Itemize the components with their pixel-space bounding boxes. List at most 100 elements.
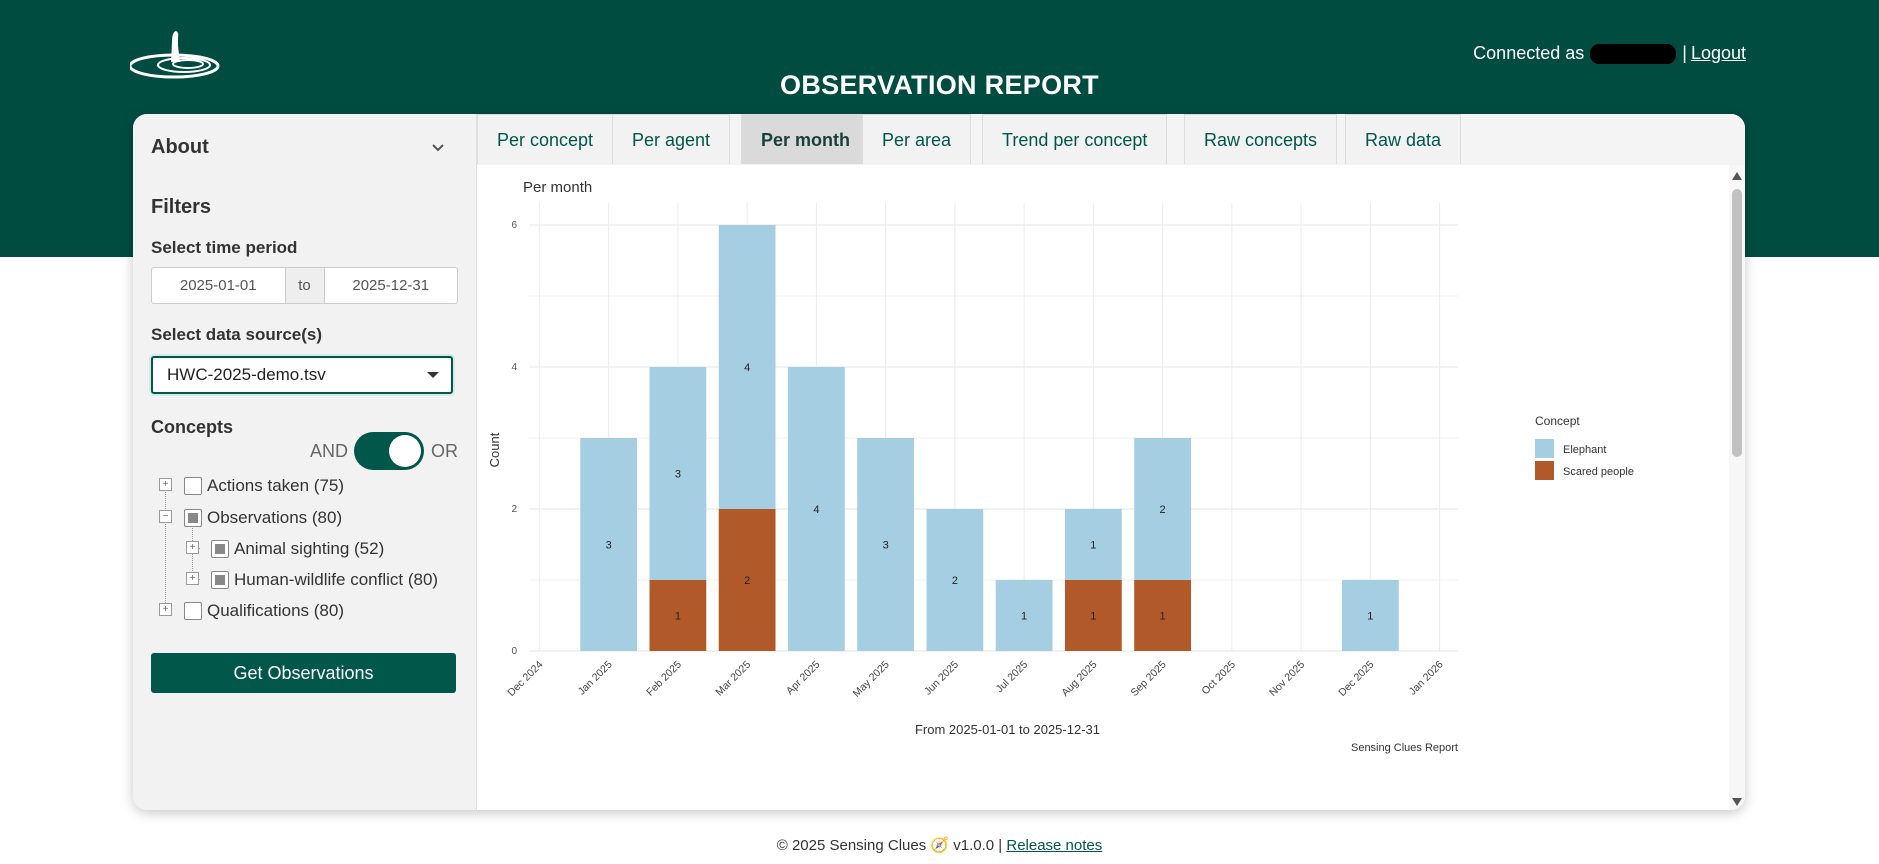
- checkbox-human-wildlife-conflict[interactable]: [211, 571, 229, 589]
- compass-icon: 🧭: [930, 837, 950, 854]
- toggle-knob: [389, 435, 421, 467]
- y-axis-label: Count: [487, 432, 502, 467]
- bar-value-label: 2: [952, 575, 958, 587]
- expand-icon[interactable]: +: [159, 603, 172, 616]
- scroll-down-icon[interactable]: [1732, 798, 1742, 806]
- bar-value-label: 3: [883, 540, 889, 552]
- bar-value-label: 3: [606, 540, 612, 552]
- sensing-clues-logo: [130, 31, 220, 79]
- date-from-input[interactable]: 2025-01-01: [179, 277, 257, 294]
- tab-per-area[interactable]: Per area: [862, 114, 972, 164]
- or-label: OR: [431, 441, 458, 461]
- x-tick-label: Nov 2025: [1267, 659, 1307, 699]
- bar-elephant: [1341, 580, 1399, 651]
- time-period-label: Select time period: [151, 238, 298, 257]
- bar-value-label: 2: [1160, 504, 1166, 516]
- x-tick-label: Jan 2025: [576, 659, 615, 698]
- tree-item-qualifications[interactable]: Qualifications (80): [207, 601, 345, 620]
- expand-icon[interactable]: +: [186, 541, 199, 554]
- bar-scared-people: [718, 509, 776, 651]
- x-tick-label: Mar 2025: [713, 659, 753, 699]
- and-label: AND: [310, 441, 349, 461]
- date-range: 2025-01-01 to 2025-12-31: [151, 267, 458, 304]
- tree-item-animal-sighting[interactable]: Animal sighting (52): [234, 539, 385, 558]
- x-tick-label: Oct 2025: [1199, 659, 1238, 698]
- legend-label: Scared people: [1563, 466, 1634, 478]
- y-tick-label: 4: [511, 362, 517, 373]
- tab-raw-concepts[interactable]: Raw concepts: [1184, 114, 1338, 164]
- x-tick-label: Apr 2025: [784, 659, 823, 698]
- legend-label: Elephant: [1563, 444, 1606, 456]
- bar-value-label: 1: [1160, 611, 1166, 623]
- and-or-toggle[interactable]: [354, 432, 424, 470]
- bar-elephant: [580, 438, 638, 651]
- per-month-chart: Per month 0 2 4 6 Count 3 1 3 2 4 4 3 2 1 1 1 1 2 1 Dec 2024…: [487, 179, 1634, 754]
- x-tick-label: Dec 2025: [1336, 659, 1376, 699]
- bar-value-label: 1: [1021, 611, 1027, 623]
- tab-trend-per-concept[interactable]: Trend per concept: [982, 114, 1168, 164]
- checkbox-qualifications[interactable]: [184, 602, 202, 620]
- chart-title: Per month: [523, 179, 592, 196]
- bar-elephant: [649, 367, 707, 580]
- tree-item-human-wildlife-conflict[interactable]: Human-wildlife conflict (80): [234, 570, 439, 589]
- x-tick-label: Feb 2025: [644, 659, 684, 699]
- expand-icon[interactable]: +: [186, 572, 199, 585]
- x-tick-label: May 2025: [851, 659, 892, 700]
- dropdown-caret-icon: [427, 372, 439, 378]
- data-source-label: Select data source(s): [151, 325, 323, 344]
- x-tick-label: Aug 2025: [1059, 659, 1099, 699]
- about-header[interactable]: About: [151, 136, 209, 158]
- checkbox-animal-sighting[interactable]: [211, 540, 229, 558]
- checkbox-actions-taken[interactable]: [184, 477, 202, 495]
- report-card: About Filters Select time period 2025-01…: [133, 114, 1745, 810]
- bar-value-label: 1: [675, 611, 681, 623]
- collapse-icon[interactable]: −: [159, 510, 172, 523]
- version: v1.0.0 |: [953, 837, 1003, 854]
- bar-elephant: [718, 225, 776, 509]
- x-tick-label: Jan 2026: [1407, 659, 1446, 698]
- bar-elephant: [1064, 509, 1122, 580]
- footer: © 2025 Sensing Clues 🧭 v1.0.0 | Release …: [0, 836, 1879, 854]
- x-tick-label: Jul 2025: [994, 659, 1031, 696]
- page-title: OBSERVATION REPORT: [780, 70, 1099, 100]
- tab-per-agent[interactable]: Per agent: [612, 114, 731, 164]
- sidebar: About Filters Select time period 2025-01…: [133, 114, 477, 810]
- bar-value-label: 4: [813, 504, 819, 516]
- bar-value-label: 1: [1090, 540, 1096, 552]
- tab-bar: Per concept Per agent Per month Per area…: [477, 114, 1745, 166]
- chart-caption: Sensing Clues Report: [1351, 742, 1458, 754]
- data-source-value: HWC-2025-demo.tsv: [167, 365, 326, 384]
- checkbox-observations[interactable]: [184, 509, 202, 527]
- legend-swatch: [1535, 439, 1554, 458]
- tab-per-concept[interactable]: Per concept: [477, 114, 614, 164]
- connected-label: Connected as: [1473, 43, 1585, 63]
- date-to-input[interactable]: 2025-12-31: [352, 277, 430, 294]
- bar-elephant: [926, 509, 984, 651]
- tree-item-actions-taken[interactable]: Actions taken (75): [207, 476, 345, 495]
- x-tick-label: Sep 2025: [1128, 659, 1168, 699]
- tab-per-month[interactable]: Per month: [741, 114, 871, 164]
- release-notes-link[interactable]: Release notes: [1006, 837, 1103, 854]
- chevron-down-icon[interactable]: [432, 142, 444, 154]
- logout-link[interactable]: Logout: [1690, 43, 1746, 63]
- tree-item-observations[interactable]: Observations (80): [207, 508, 343, 527]
- scrollbar-thumb[interactable]: [1732, 189, 1742, 457]
- bar-scared-people: [1064, 580, 1122, 651]
- scrollbar[interactable]: [1729, 165, 1745, 810]
- bar-elephant: [787, 367, 845, 651]
- date-to-label: to: [284, 268, 325, 303]
- scroll-up-icon[interactable]: [1732, 172, 1742, 180]
- copyright: © 2025 Sensing Clues: [776, 837, 927, 854]
- bar-elephant: [1134, 438, 1192, 580]
- expand-icon[interactable]: +: [159, 478, 172, 491]
- x-axis-label: From 2025-01-01 to 2025-12-31: [915, 722, 1100, 737]
- concepts-heading: Concepts: [151, 417, 234, 437]
- data-source-select[interactable]: HWC-2025-demo.tsv: [151, 356, 453, 394]
- y-tick-label: 6: [511, 220, 517, 231]
- bar-elephant: [995, 580, 1053, 651]
- bar-scared-people: [649, 580, 707, 651]
- y-tick-label: 0: [511, 646, 517, 657]
- bar-value-label: 3: [675, 469, 681, 481]
- get-observations-button[interactable]: Get Observations: [151, 653, 456, 693]
- tab-raw-data[interactable]: Raw data: [1345, 114, 1462, 164]
